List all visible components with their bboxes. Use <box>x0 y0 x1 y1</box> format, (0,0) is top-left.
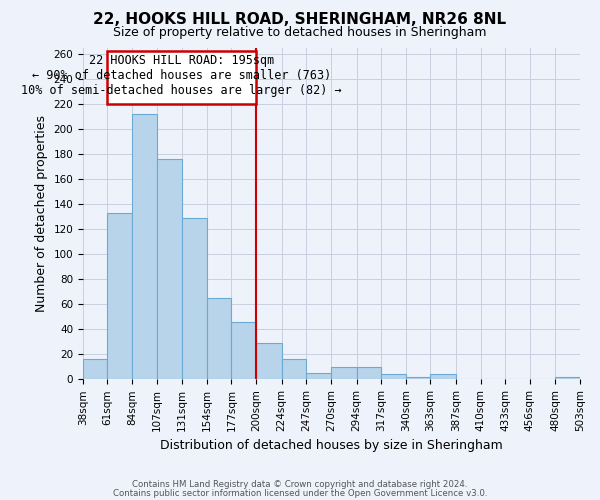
Bar <box>430 374 456 380</box>
Bar <box>157 159 182 380</box>
FancyBboxPatch shape <box>107 52 256 104</box>
Text: ← 90% of detached houses are smaller (763): ← 90% of detached houses are smaller (76… <box>32 69 331 82</box>
Bar <box>281 360 306 380</box>
Bar <box>182 218 207 380</box>
Bar <box>232 322 256 380</box>
X-axis label: Distribution of detached houses by size in Sheringham: Distribution of detached houses by size … <box>160 440 503 452</box>
Bar <box>207 298 232 380</box>
Bar <box>556 377 580 380</box>
Bar <box>107 213 132 380</box>
Text: 22 HOOKS HILL ROAD: 195sqm: 22 HOOKS HILL ROAD: 195sqm <box>89 54 274 67</box>
Bar <box>132 114 157 380</box>
Bar <box>83 360 107 380</box>
Text: Size of property relative to detached houses in Sheringham: Size of property relative to detached ho… <box>113 26 487 39</box>
Bar <box>306 373 331 380</box>
Y-axis label: Number of detached properties: Number of detached properties <box>35 115 48 312</box>
Text: Contains HM Land Registry data © Crown copyright and database right 2024.: Contains HM Land Registry data © Crown c… <box>132 480 468 489</box>
Bar <box>381 374 406 380</box>
Text: 10% of semi-detached houses are larger (82) →: 10% of semi-detached houses are larger (… <box>22 84 342 97</box>
Bar <box>356 367 381 380</box>
Text: Contains public sector information licensed under the Open Government Licence v3: Contains public sector information licen… <box>113 490 487 498</box>
Bar <box>331 367 356 380</box>
Bar <box>256 343 281 380</box>
Bar <box>406 377 430 380</box>
Text: 22, HOOKS HILL ROAD, SHERINGHAM, NR26 8NL: 22, HOOKS HILL ROAD, SHERINGHAM, NR26 8N… <box>94 12 506 28</box>
